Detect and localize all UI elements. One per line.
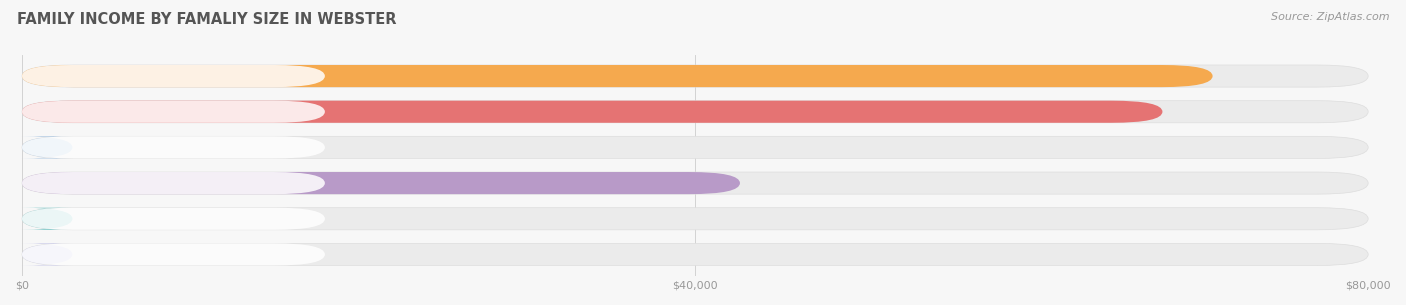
Text: $42,667: $42,667 — [683, 178, 735, 188]
Text: 4-Person Families: 4-Person Families — [31, 142, 128, 152]
Text: $0: $0 — [83, 214, 97, 224]
Text: $67,774: $67,774 — [1107, 107, 1157, 117]
Text: $0: $0 — [83, 249, 97, 260]
Text: $70,755: $70,755 — [1157, 71, 1208, 81]
Text: 3-Person Families: 3-Person Families — [31, 107, 128, 117]
Text: FAMILY INCOME BY FAMALIY SIZE IN WEBSTER: FAMILY INCOME BY FAMALIY SIZE IN WEBSTER — [17, 12, 396, 27]
Text: 5-Person Families: 5-Person Families — [31, 178, 128, 188]
Text: 6-Person Families: 6-Person Families — [31, 214, 128, 224]
Text: 2-Person Families: 2-Person Families — [31, 71, 128, 81]
Text: $0: $0 — [83, 142, 97, 152]
Text: Source: ZipAtlas.com: Source: ZipAtlas.com — [1271, 12, 1389, 22]
Text: 7+ Person Families: 7+ Person Families — [31, 249, 136, 260]
